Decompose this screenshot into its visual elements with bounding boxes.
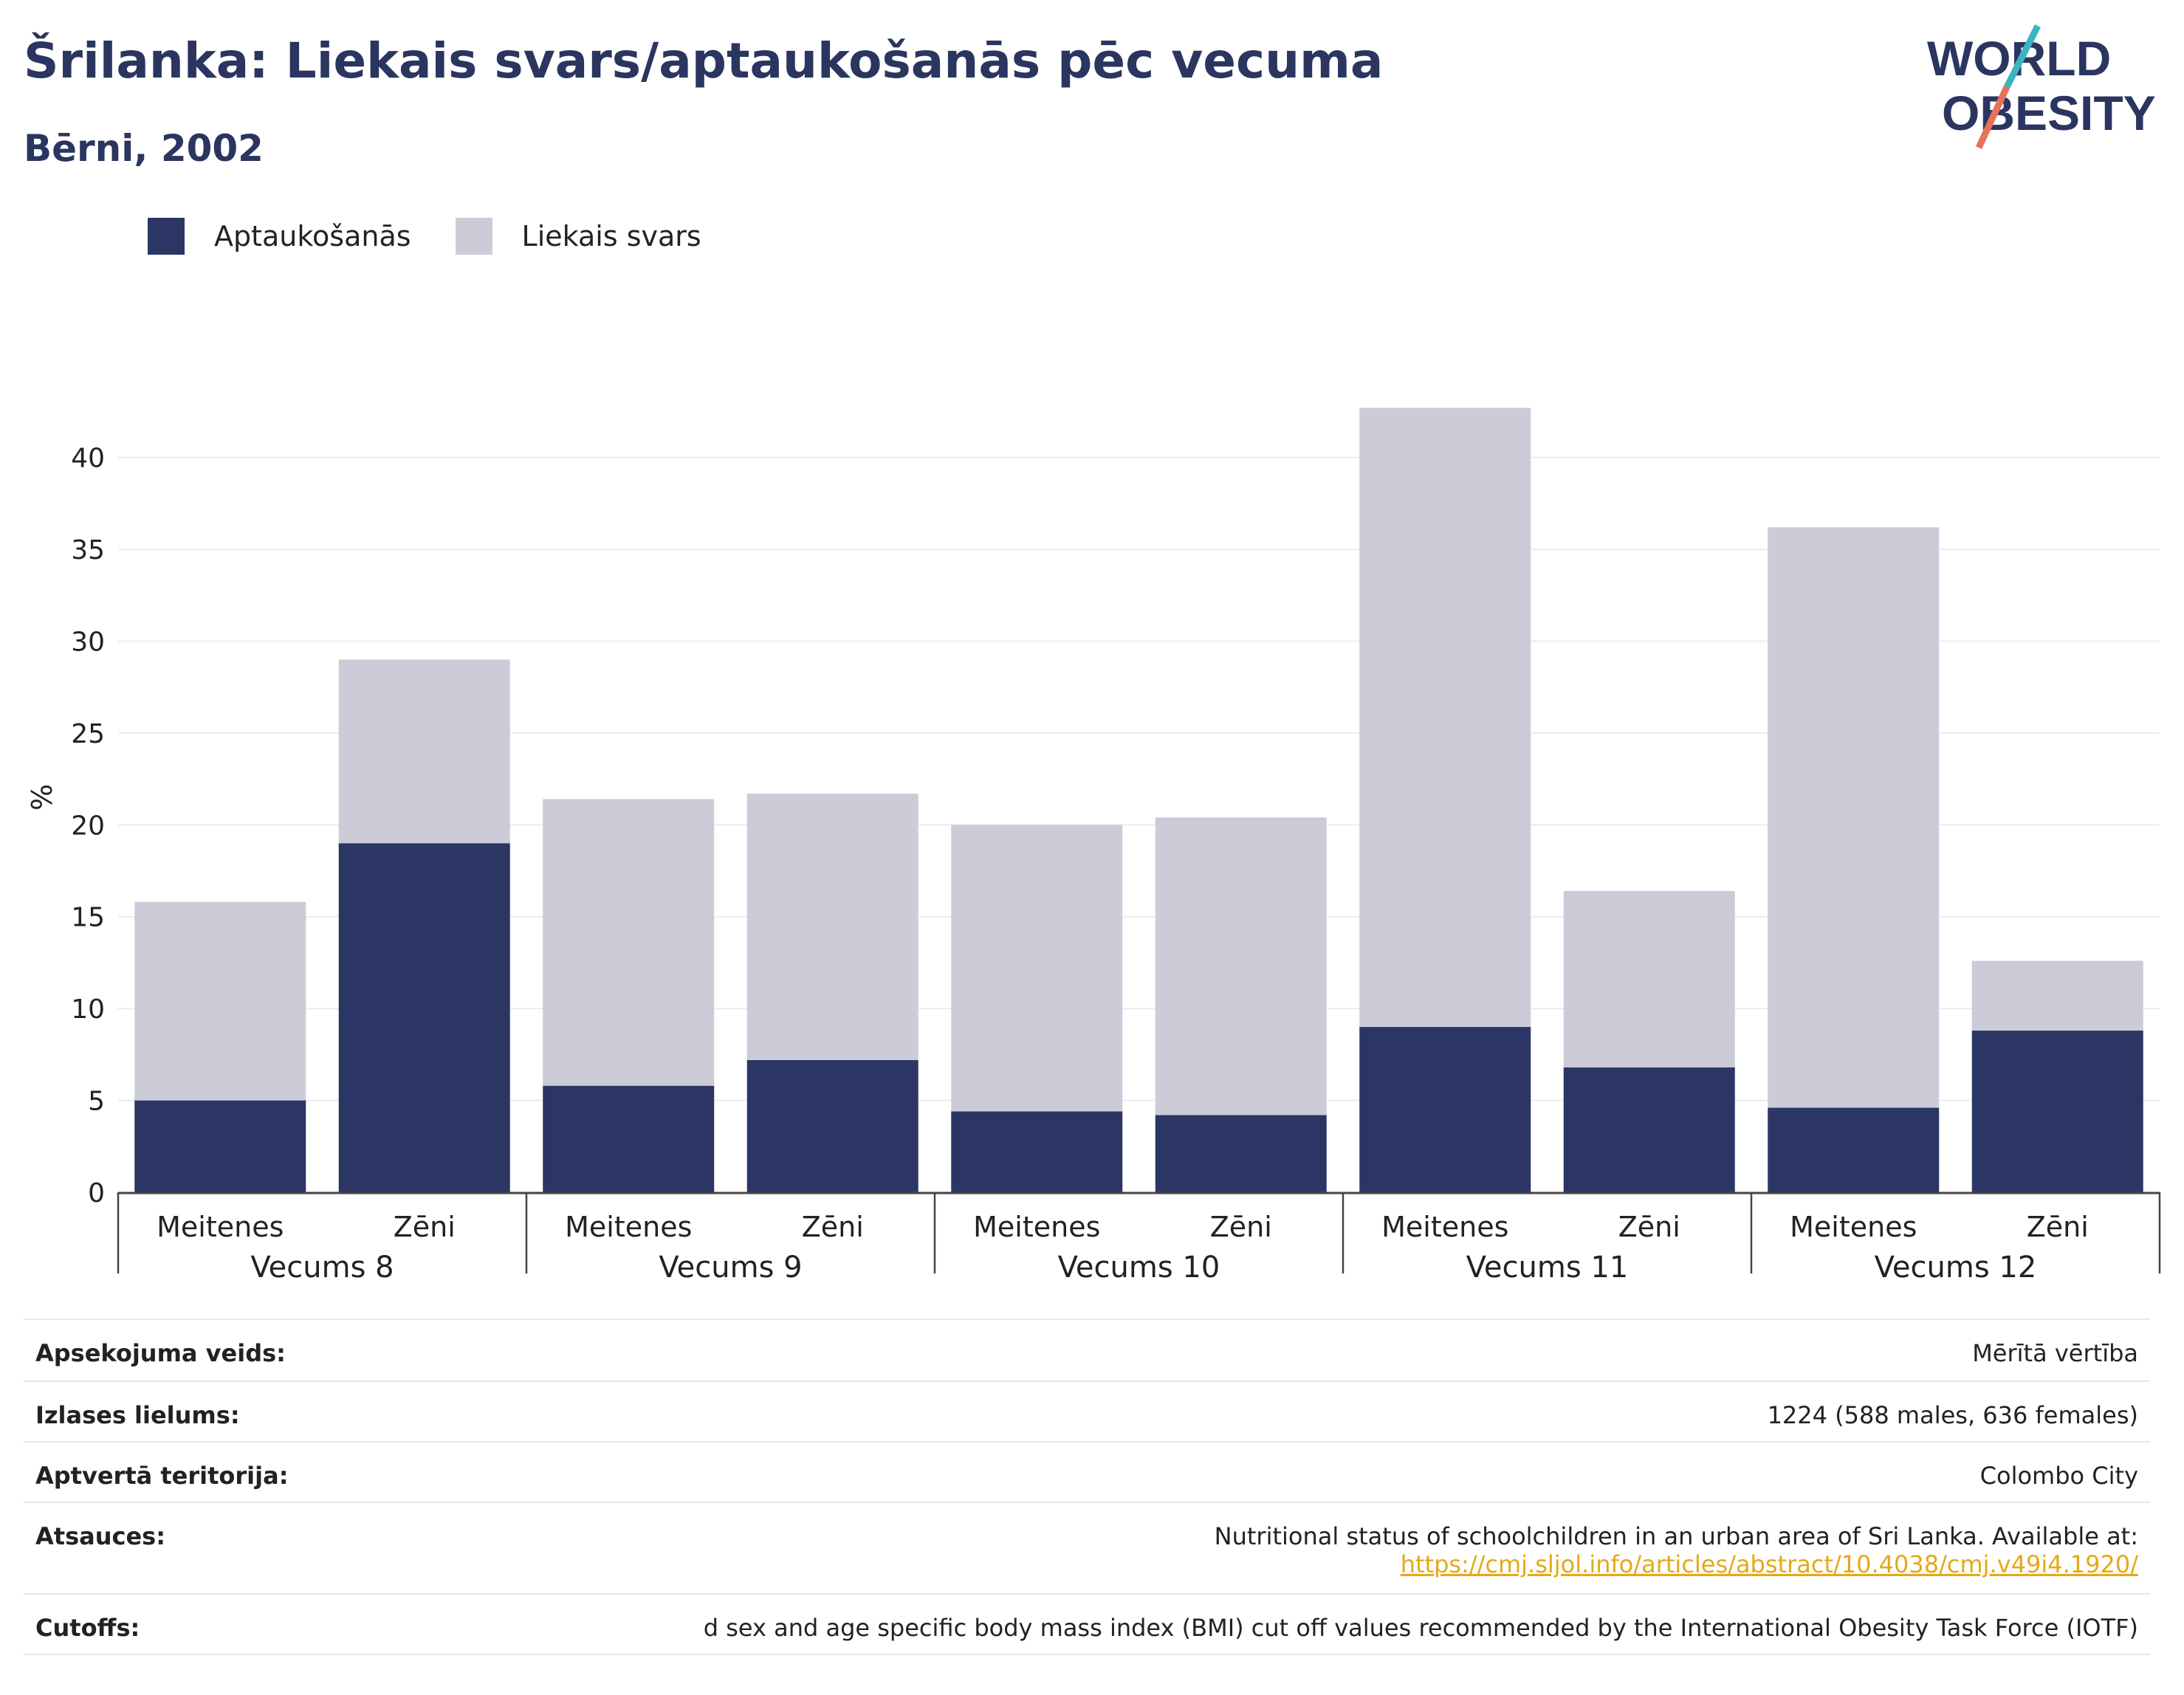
reference-text: Nutritional status of schoolchildren in … <box>1214 1522 2138 1550</box>
meta-value: Nutritional status of schoolchildren in … <box>1215 1522 2138 1578</box>
chart-title: Šrilanka: Liekais svars/aptaukošanās pēc… <box>24 32 1384 89</box>
bar-overweight <box>951 825 1123 1112</box>
meta-value: Mērītā vērtība <box>1972 1339 2138 1367</box>
meta-row-area: Aptvertā teritorija: Colombo City <box>24 1441 2150 1502</box>
bar-overweight <box>746 794 918 1060</box>
meta-label: Apsekojuma veids: <box>35 1339 286 1367</box>
legend-swatch-overweight <box>455 218 492 255</box>
bar-overweight <box>543 799 715 1086</box>
bar-overweight <box>1971 960 2143 1031</box>
x-tick-label: Meitenes <box>565 1211 692 1243</box>
logo-line2: OBESITY <box>1942 86 2156 140</box>
bar-obesity <box>338 843 510 1192</box>
bar-obesity <box>1971 1031 2143 1192</box>
metadata-table: Apsekojuma veids: Mērītā vērtība Izlases… <box>24 1318 2150 1655</box>
meta-label: Atsauces: <box>35 1522 165 1550</box>
meta-row-survey-type: Apsekojuma veids: Mērītā vērtība <box>24 1318 2150 1381</box>
y-tick-label: 10 <box>71 994 105 1025</box>
legend: Aptaukošanās Liekais svars <box>148 218 746 255</box>
group-label: Vecums 11 <box>1466 1251 1629 1285</box>
bar-chart: 0 5 10 15 20 25 30 35 40% Meitenes Zēni Meitenes Zēn… <box>26 408 2161 1285</box>
meta-value: 1224 (588 males, 636 females) <box>1767 1401 2138 1429</box>
bar-obesity <box>1359 1027 1531 1192</box>
world-obesity-logo: WORLD OBESITY <box>1927 24 2156 149</box>
meta-row-sample-size: Izlases lielums: 1224 (588 males, 636 fe… <box>24 1381 2150 1441</box>
reference-link[interactable]: https://cmj.sljol.info/articles/abstract… <box>1400 1550 2138 1578</box>
bar-obesity <box>1768 1107 1940 1192</box>
chart-subtitle: Bērni, 2002 <box>24 127 264 170</box>
bar-overweight <box>1155 817 1327 1115</box>
y-tick-label: 15 <box>71 903 105 933</box>
x-tick-label: Meitenes <box>1381 1211 1508 1243</box>
meta-value: d sex and age specific body mass index (… <box>703 1614 2138 1642</box>
y-tick-label: 5 <box>88 1087 105 1117</box>
y-tick-label: 30 <box>71 627 105 657</box>
legend-label-overweight: Liekais svars <box>521 220 701 252</box>
y-tick-label: 25 <box>71 719 105 749</box>
y-tick-label: 40 <box>71 444 105 474</box>
bar-obesity <box>746 1059 918 1192</box>
bar-overweight <box>1768 527 1940 1108</box>
meta-row-references: Atsauces: Nutritional status of schoolch… <box>24 1502 2150 1593</box>
group-label: Vecums 9 <box>659 1251 802 1285</box>
bar-obesity <box>134 1100 306 1192</box>
logo-accent-red <box>1975 86 2010 149</box>
bar-obesity <box>1563 1067 1735 1192</box>
x-tick-label: Meitenes <box>1790 1211 1917 1243</box>
group-label: Vecums 8 <box>250 1251 394 1285</box>
bar-overweight <box>134 901 306 1101</box>
x-tick-label: Meitenes <box>157 1211 284 1243</box>
x-tick-label: Zēni <box>1210 1211 1272 1243</box>
legend-swatch-obesity <box>148 218 185 255</box>
group-label: Vecums 12 <box>1875 1251 2037 1285</box>
meta-label: Cutoffs: <box>35 1614 140 1642</box>
y-tick-label: 35 <box>71 535 105 565</box>
x-tick-label: Zēni <box>1618 1211 1680 1243</box>
legend-item-obesity[interactable]: Aptaukošanās <box>148 218 411 255</box>
legend-item-overweight[interactable]: Liekais svars <box>455 218 701 255</box>
y-tick-label: 20 <box>71 811 105 841</box>
x-tick-label: Zēni <box>394 1211 456 1243</box>
meta-value: Colombo City <box>1979 1462 2138 1490</box>
bar-obesity <box>1155 1115 1327 1192</box>
legend-label-obesity: Aptaukošanās <box>214 220 411 252</box>
meta-row-cutoffs: Cutoffs: d sex and age specific body mas… <box>24 1593 2150 1655</box>
x-tick-label: Zēni <box>802 1211 864 1243</box>
meta-label: Aptvertā teritorija: <box>35 1462 289 1490</box>
bar-obesity <box>951 1111 1123 1192</box>
meta-label: Izlases lielums: <box>35 1401 240 1429</box>
x-tick-label: Zēni <box>2027 1211 2089 1243</box>
bar-overweight <box>338 659 510 844</box>
bar-overweight <box>1359 408 1531 1028</box>
bar-obesity <box>543 1085 715 1192</box>
logo-accent-teal <box>2003 24 2042 89</box>
x-tick-label: Meitenes <box>973 1211 1100 1243</box>
bar-overweight <box>1563 890 1735 1067</box>
y-axis-label: % <box>26 784 58 811</box>
y-tick-label: 0 <box>88 1178 105 1208</box>
group-label: Vecums 10 <box>1058 1251 1220 1285</box>
